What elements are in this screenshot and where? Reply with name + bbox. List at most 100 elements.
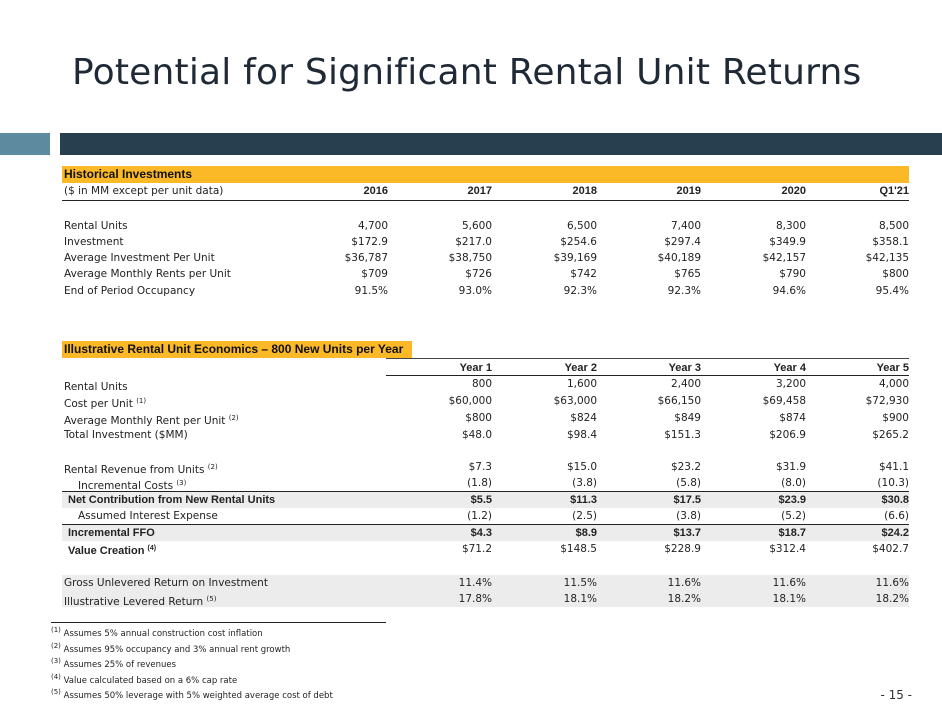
cell: $4.3 <box>470 527 492 539</box>
cell: (10.3) <box>877 477 909 489</box>
cell: 8,300 <box>775 220 806 232</box>
cell: $30.8 <box>881 494 909 506</box>
cell: $23.2 <box>670 461 701 473</box>
cell: $41.1 <box>878 461 909 473</box>
table-row: Investment $172.9 $217.0 $254.6 $297.4 $… <box>62 234 909 250</box>
page-number: - 15 - <box>880 688 912 702</box>
cell: $42,157 <box>762 252 806 264</box>
accent-band-small <box>0 133 50 155</box>
cell: 92.3% <box>563 285 597 297</box>
divider <box>386 358 909 359</box>
divider <box>62 524 909 525</box>
table-row: Average Monthly Rent per Unit (2) $800 $… <box>62 410 909 427</box>
table-row: Average Monthly Rents per Unit $709 $726… <box>62 266 909 282</box>
table-row: Rental Units 4,700 5,600 6,500 7,400 8,3… <box>62 218 909 234</box>
cell: $18.7 <box>778 527 806 539</box>
cell: $765 <box>674 268 701 280</box>
row-label: Illustrative Levered Return (5) <box>64 595 217 608</box>
cell: $60,000 <box>448 395 492 407</box>
cell: $36,787 <box>344 252 388 264</box>
column-header: Year 5 <box>876 362 909 374</box>
row-label: Total Investment ($MM) <box>64 429 188 441</box>
cell: $265.2 <box>872 429 909 441</box>
cell: $228.9 <box>664 543 701 555</box>
cell: $48.0 <box>461 429 492 441</box>
cell: $39,169 <box>553 252 597 264</box>
row-label: Incremental FFO <box>68 527 155 539</box>
cell: $874 <box>779 412 806 424</box>
cell: $900 <box>882 412 909 424</box>
cell: $172.9 <box>351 236 388 248</box>
illustrative-heading: Illustrative Rental Unit Economics – 800… <box>62 341 412 358</box>
cell: $71.2 <box>461 543 492 555</box>
cell: 6,500 <box>566 220 597 232</box>
cell: $72,930 <box>865 395 909 407</box>
row-label: Rental Units <box>64 220 128 232</box>
cell: $66,150 <box>657 395 701 407</box>
cell: 11.6% <box>875 577 909 589</box>
cell: $40,189 <box>657 252 701 264</box>
table-row: Value Creation (4) $71.2 $148.5 $228.9 $… <box>62 541 909 557</box>
cell: $11.3 <box>570 494 597 506</box>
cell: $42,135 <box>865 252 909 264</box>
cell: 18.2% <box>667 593 701 605</box>
cell: 4,000 <box>878 378 909 390</box>
table-row: Incremental Costs (3) (1.8) (3.8) (5.8) … <box>62 475 909 492</box>
cell: $63,000 <box>553 395 597 407</box>
column-header: Q1'21 <box>879 185 909 197</box>
illustrative-header-row: Year 1 Year 2 Year 3 Year 4 Year 5 <box>62 360 909 376</box>
table-row: Rental Units 800 1,600 2,400 3,200 4,000 <box>62 376 909 393</box>
column-header: 2017 <box>467 185 492 197</box>
cell: $297.4 <box>664 236 701 248</box>
cell: $13.7 <box>673 527 701 539</box>
row-label: Rental Units <box>64 381 128 393</box>
cell: $206.9 <box>769 429 806 441</box>
row-label: Assumed Interest Expense <box>78 510 218 522</box>
cell: $824 <box>570 412 597 424</box>
footnote-divider <box>51 622 386 623</box>
row-label: Cost per Unit (1) <box>64 397 147 410</box>
divider <box>62 491 909 492</box>
cell: 93.0% <box>458 285 492 297</box>
cell: $24.2 <box>881 527 909 539</box>
cell: (3.8) <box>676 510 701 522</box>
row-label: Gross Unlevered Return on Investment <box>64 577 268 589</box>
cell: 18.1% <box>772 593 806 605</box>
cell: (5.8) <box>676 477 701 489</box>
cell: $98.4 <box>566 429 597 441</box>
cell: 91.5% <box>354 285 388 297</box>
table-row: Rental Revenue from Units (2) $7.3 $15.0… <box>62 459 909 476</box>
column-header: 2018 <box>572 185 597 197</box>
table-row: Net Contribution from New Rental Units $… <box>62 492 909 508</box>
footnote: (5) Assumes 50% leverage with 5% weighte… <box>51 688 333 701</box>
divider <box>62 200 909 201</box>
column-header: Year 2 <box>564 362 597 374</box>
cell: 11.5% <box>563 577 597 589</box>
cell: $148.5 <box>560 543 597 555</box>
footnote: (3) Assumes 25% of revenues <box>51 657 177 670</box>
historical-header-row: ($ in MM except per unit data) 2016 2017… <box>62 183 909 199</box>
column-header: Year 3 <box>668 362 701 374</box>
row-label: Average Monthly Rents per Unit <box>64 268 231 280</box>
cell: (2.5) <box>572 510 597 522</box>
column-header: Year 4 <box>773 362 806 374</box>
cell: $38,750 <box>448 252 492 264</box>
cell: $349.9 <box>769 236 806 248</box>
cell: $23.9 <box>778 494 806 506</box>
cell: 8,500 <box>878 220 909 232</box>
column-header: 2016 <box>363 185 388 197</box>
historical-heading: Historical Investments <box>62 166 909 183</box>
cell: $5.5 <box>470 494 492 506</box>
cell: 95.4% <box>875 285 909 297</box>
page-title: Potential for Significant Rental Unit Re… <box>72 52 862 93</box>
cell: $217.0 <box>455 236 492 248</box>
cell: $800 <box>882 268 909 280</box>
cell: $402.7 <box>872 543 909 555</box>
footnote: (4) Value calculated based on a 6% cap r… <box>51 673 238 686</box>
row-label: End of Period Occupancy <box>64 285 196 297</box>
cell: 11.6% <box>772 577 806 589</box>
cell: $31.9 <box>775 461 806 473</box>
column-header: 2020 <box>781 185 806 197</box>
row-label: Investment <box>64 236 124 248</box>
cell: $726 <box>465 268 492 280</box>
